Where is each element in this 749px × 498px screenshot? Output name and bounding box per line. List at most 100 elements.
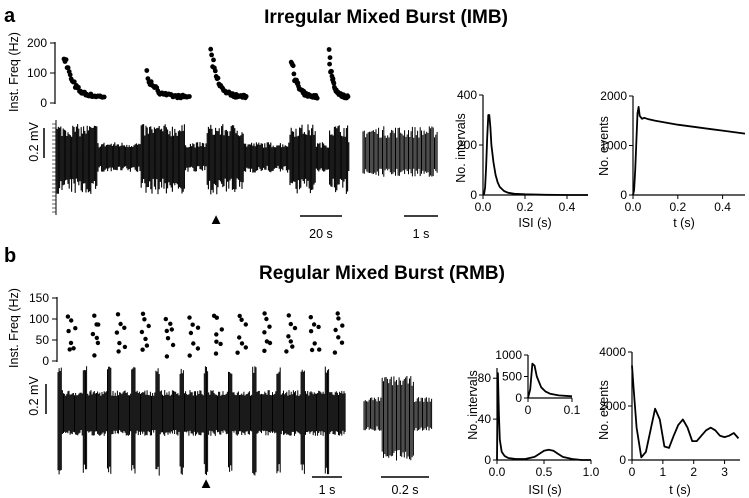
imb-freq-plot: Inst. Freq (Hz) 0 100 200 xyxy=(7,32,351,112)
rmb-trace-path xyxy=(57,366,346,476)
rmb-zoom-trace xyxy=(363,376,433,461)
rmb-freq-point-14 xyxy=(115,312,121,317)
rmb-freq-point-28 xyxy=(163,316,168,322)
rmb-freq-point-34 xyxy=(164,354,170,359)
imb-freq-points xyxy=(61,46,351,101)
rmb-freq-point-41 xyxy=(187,353,192,358)
rmb-isi-ytick-0: 0 xyxy=(484,453,491,467)
rmb-freq-point-12 xyxy=(95,340,101,346)
rmb-auto-xlabel: t (s) xyxy=(669,483,691,497)
imb-freq-point-81 xyxy=(209,52,215,58)
rmb-freq-point-40 xyxy=(195,346,201,351)
rmb-freq-ytick-0: 0 xyxy=(42,354,49,368)
rmb-freq-point-58 xyxy=(267,324,272,329)
imb-marker-icon: ▲ xyxy=(209,211,224,228)
rmb-freq-point-80 xyxy=(333,327,338,333)
imb-isi-xlabel: ISI (s) xyxy=(518,216,551,230)
rmb-freq-point-4 xyxy=(68,340,74,346)
rmb-freq-point-6 xyxy=(67,347,72,352)
imb-isi-xtick-1: 0.2 xyxy=(517,200,534,214)
rmb-freq-point-33 xyxy=(170,342,176,348)
rmb-isi-inset: 0 0.1 0 500 1000 xyxy=(495,348,580,417)
rmb-freq-point-38 xyxy=(188,330,194,336)
imb-freq-point-44 xyxy=(148,79,154,85)
imb-isi-histogram: No. intervals ISI (s) 0.0 0.2 0.4 0 200 400 xyxy=(454,88,588,230)
rmb-freq-point-23 xyxy=(146,323,151,329)
rmb-freq-point-30 xyxy=(169,327,174,332)
imb-freq-point-6 xyxy=(67,72,73,78)
rmb-freq-point-61 xyxy=(267,340,273,346)
rmb-freq-point-0 xyxy=(65,314,71,319)
rmb-freq-point-35 xyxy=(187,315,192,320)
rmb-freq-point-75 xyxy=(317,347,322,352)
rmb-isi-xlabel: ISI (s) xyxy=(528,483,561,497)
rmb-marker-icon: ▲ xyxy=(199,475,214,492)
panel-b-letter: b xyxy=(4,245,16,267)
imb-freq-point-14 xyxy=(76,84,81,90)
rmb-freq-point-24 xyxy=(139,329,145,335)
rmb-freq-point-10 xyxy=(90,331,96,337)
rmb-freq-point-2 xyxy=(73,326,78,331)
rmb-auto-series-line xyxy=(631,365,740,459)
rmb-freq-point-70 xyxy=(308,315,313,320)
rmb-freq-point-31 xyxy=(164,328,169,334)
rmb-freq-point-82 xyxy=(339,340,345,345)
rmb-freq-point-19 xyxy=(122,344,128,350)
rmb-freq-point-81 xyxy=(336,335,341,340)
rmb-freq-point-43 xyxy=(214,315,219,320)
rmb-freq-point-72 xyxy=(316,324,321,330)
imb-isi-ytick-2: 400 xyxy=(457,88,477,102)
imb-auto-xtick-0: 0.0 xyxy=(625,200,642,214)
rmb-freq-point-5 xyxy=(71,346,76,351)
rmb-auto-xtick-0: 0 xyxy=(629,465,636,479)
imb-zoom-path xyxy=(362,126,438,177)
imb-auto-ytick-0: 0 xyxy=(620,188,627,202)
rmb-freq-point-73 xyxy=(308,329,314,334)
rmb-freq-ytick-2: 100 xyxy=(29,312,49,326)
imb-freq-point-10 xyxy=(71,79,77,85)
rmb-freq-point-15 xyxy=(118,321,123,327)
imb-freq-point-39 xyxy=(101,94,107,100)
imb-freq-ylabel: Inst. Freq (Hz) xyxy=(7,32,21,112)
rmb-isi-ytick-2: 80 xyxy=(478,371,492,385)
imb-freq-point-170 xyxy=(331,81,337,86)
rmb-freq-point-83 xyxy=(332,350,338,355)
rmb-freq-ytick-3: 150 xyxy=(29,291,49,305)
imb-isi-ytick-1: 200 xyxy=(457,138,477,152)
rmb-freq-point-3 xyxy=(66,328,71,334)
rmb-freq-point-39 xyxy=(191,341,196,346)
rmb-freq-point-17 xyxy=(114,330,120,335)
imb-voltage-scale-label: 0.2 mV xyxy=(27,122,41,162)
rmb-freq-ytick-1: 50 xyxy=(36,333,50,347)
imb-auto-ytick-2: 2000 xyxy=(600,89,627,103)
imb-auto-ytick-1: 1000 xyxy=(600,139,627,153)
rmb-auto-ytick-2: 4000 xyxy=(599,345,626,359)
rmb-inset-ytick-2: 1000 xyxy=(495,348,522,362)
imb-isi-xtick-2: 0.4 xyxy=(559,200,576,214)
rmb-freq-point-69 xyxy=(284,349,289,354)
imb-auto-xtick-1: 0.2 xyxy=(669,200,686,214)
rmb-freq-point-44 xyxy=(219,327,224,332)
imb-freq-point-88 xyxy=(215,75,221,81)
rmb-time-scale-label: 1 s xyxy=(319,483,336,497)
rmb-freq-point-45 xyxy=(214,332,219,337)
rmb-freq-point-25 xyxy=(143,336,148,342)
imb-freq-point-83 xyxy=(211,57,216,63)
rmb-freq-point-49 xyxy=(237,313,242,319)
imb-zoom-trace xyxy=(362,126,438,177)
rmb-isi-ytick-1: 40 xyxy=(478,412,492,426)
rmb-isi-series-line xyxy=(496,372,591,461)
imb-freq-point-199 xyxy=(345,94,351,100)
rmb-isi-ylabel: No. intervals xyxy=(466,370,480,439)
imb-freq-point-160 xyxy=(326,47,332,52)
rmb-freq-point-52 xyxy=(237,335,242,340)
rmb-freq-point-37 xyxy=(195,325,201,330)
rmb-zoom-scale-label: 0.2 s xyxy=(391,483,418,497)
rmb-autocorrelogram: No. events t (s) 0 1 2 3 0 2000 4000 xyxy=(597,345,740,497)
rmb-freq-point-66 xyxy=(286,334,291,339)
imb-freq-ytick-0: 0 xyxy=(40,96,47,110)
rmb-freq-point-68 xyxy=(290,344,295,349)
rmb-auto-xtick-3: 3 xyxy=(721,465,728,479)
panel-a-letter: a xyxy=(4,5,16,27)
rmb-inset-ytick-1: 500 xyxy=(502,370,522,384)
